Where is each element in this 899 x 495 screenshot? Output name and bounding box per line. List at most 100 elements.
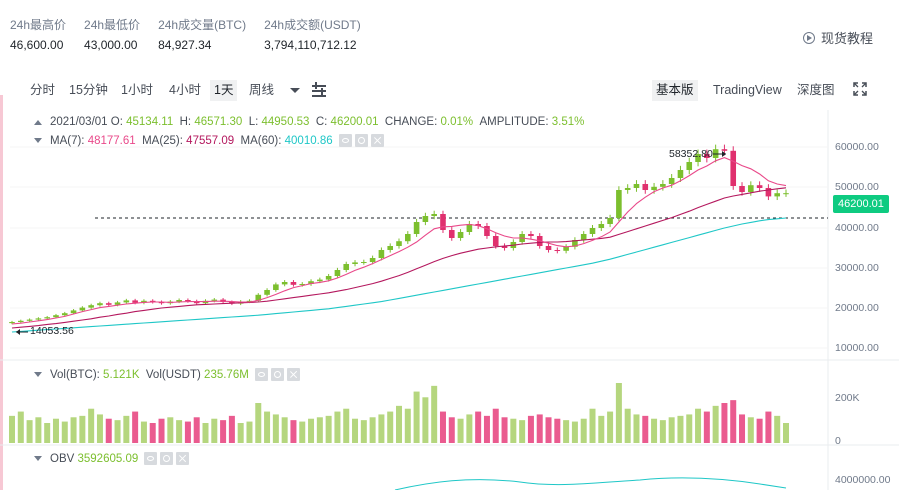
- volume-bar: [202, 423, 209, 443]
- view-basic[interactable]: 基本版: [652, 80, 698, 101]
- view-depth[interactable]: 深度图: [797, 83, 835, 97]
- volume-bar: [571, 421, 578, 443]
- volume-bar: [343, 408, 350, 443]
- volume-bar: [114, 420, 121, 443]
- candle-body: [299, 284, 306, 285]
- volume-bar: [35, 417, 42, 443]
- volume-bar: [96, 414, 103, 443]
- volume-bar: [536, 414, 543, 443]
- candle-body: [308, 281, 314, 284]
- high-value: 46571.30: [194, 116, 243, 128]
- candle-body: [528, 234, 534, 236]
- candle-body: [378, 250, 385, 258]
- candle-body: [607, 218, 613, 224]
- volume-bar: [404, 408, 411, 443]
- candle-body: [105, 303, 112, 305]
- play-circle-icon: [802, 31, 815, 44]
- eye-icon[interactable]: [255, 368, 269, 381]
- eye-icon[interactable]: [144, 452, 158, 465]
- volume-bar: [123, 415, 130, 443]
- candle-body: [695, 154, 701, 162]
- volume-bar: [9, 415, 15, 443]
- ma7-line: [11, 157, 787, 325]
- volume-bar: [281, 417, 288, 443]
- candle-body: [387, 246, 394, 250]
- volume-bar: [510, 418, 517, 443]
- volume-bar: [527, 415, 534, 443]
- close-value: 46200.01: [330, 116, 379, 128]
- more-timeframes-dropdown-icon[interactable]: [290, 88, 300, 93]
- close-icon[interactable]: [287, 368, 301, 381]
- indicator-settings-icon[interactable]: [312, 82, 326, 98]
- collapse-caret-icon[interactable]: [34, 119, 42, 125]
- candle-body: [325, 276, 332, 280]
- volume-bar: [176, 420, 183, 443]
- price-axis-label: 40000.00: [835, 222, 879, 234]
- volume-bar: [237, 423, 244, 443]
- spot-tutorial-link[interactable]: 现货教程: [802, 28, 873, 47]
- volume-bar: [668, 417, 675, 443]
- volume-bar: [79, 415, 86, 443]
- volume-bar: [352, 418, 359, 443]
- volume-bar: [70, 417, 77, 443]
- timeframe-time[interactable]: 分时: [30, 83, 56, 97]
- ma60-label: MA(60):: [240, 134, 282, 147]
- kline-chart-area[interactable]: 2021/03/01 O: 45134.11 H: 46571.30 L: 44…: [0, 110, 899, 491]
- collapse-caret-icon[interactable]: [34, 138, 42, 143]
- candle-body: [246, 300, 253, 302]
- kline-chart-svg[interactable]: [0, 110, 899, 491]
- timeframe-1h[interactable]: 1小时: [121, 83, 153, 97]
- price-axis-label: 30000.00: [835, 262, 879, 274]
- timeframe-15m[interactable]: 15分钟: [69, 83, 108, 97]
- vol-btc-label: Vol(BTC):: [50, 368, 100, 381]
- candle-body: [317, 279, 323, 282]
- view-tradingview[interactable]: TradingView: [713, 83, 782, 97]
- eye-icon[interactable]: [338, 134, 352, 147]
- collapse-caret-icon[interactable]: [34, 372, 42, 377]
- candle-body: [545, 246, 552, 250]
- close-label: C:: [315, 116, 328, 128]
- candle-body: [413, 222, 420, 234]
- timeframe-1d[interactable]: 1天: [210, 80, 238, 101]
- obv-axis-label: 4000000.00: [835, 474, 891, 486]
- candle-body: [756, 185, 763, 188]
- candle-body: [748, 185, 754, 192]
- volume-bar: [765, 411, 772, 443]
- candle-body: [61, 313, 68, 316]
- candle-body: [624, 188, 631, 190]
- volume-bar: [783, 423, 789, 443]
- volume-bar: [44, 423, 51, 443]
- candle-body: [211, 299, 218, 301]
- collapse-caret-icon[interactable]: [34, 456, 42, 461]
- current-price-tag: 46200.01: [833, 195, 889, 213]
- volume-bar: [264, 411, 271, 443]
- close-icon[interactable]: [176, 452, 190, 465]
- volume-bar: [316, 417, 323, 443]
- stat-label: 24h最低价: [84, 18, 141, 32]
- volume-bars: [9, 383, 789, 443]
- volume-bar: [607, 411, 614, 443]
- volume-bar: [466, 414, 473, 443]
- amplitude-value: 3.51%: [551, 116, 585, 128]
- close-icon[interactable]: [370, 134, 384, 147]
- candle-body: [457, 232, 464, 238]
- stat-label: 24h成交量(BTC): [158, 18, 247, 32]
- low-label: L:: [248, 116, 259, 128]
- high-label: H:: [179, 116, 192, 128]
- ma25-label: MA(25):: [142, 134, 183, 147]
- candle-body: [53, 315, 59, 318]
- gear-icon[interactable]: [271, 368, 285, 381]
- price-axis-label: 10000.00: [835, 342, 879, 354]
- timeframe-week[interactable]: 周线: [249, 83, 275, 97]
- obv-line: [394, 477, 787, 491]
- volume-bar: [589, 408, 596, 443]
- volume-bar: [167, 417, 174, 443]
- timeframe-4h[interactable]: 4小时: [169, 83, 201, 97]
- left-edge-strip: [0, 0, 3, 490]
- gear-icon[interactable]: [354, 134, 368, 147]
- candle-body: [765, 188, 772, 197]
- candle-body: [193, 301, 200, 304]
- volume-bar: [448, 417, 455, 443]
- gear-icon[interactable]: [160, 452, 174, 465]
- fullscreen-icon[interactable]: [853, 82, 867, 96]
